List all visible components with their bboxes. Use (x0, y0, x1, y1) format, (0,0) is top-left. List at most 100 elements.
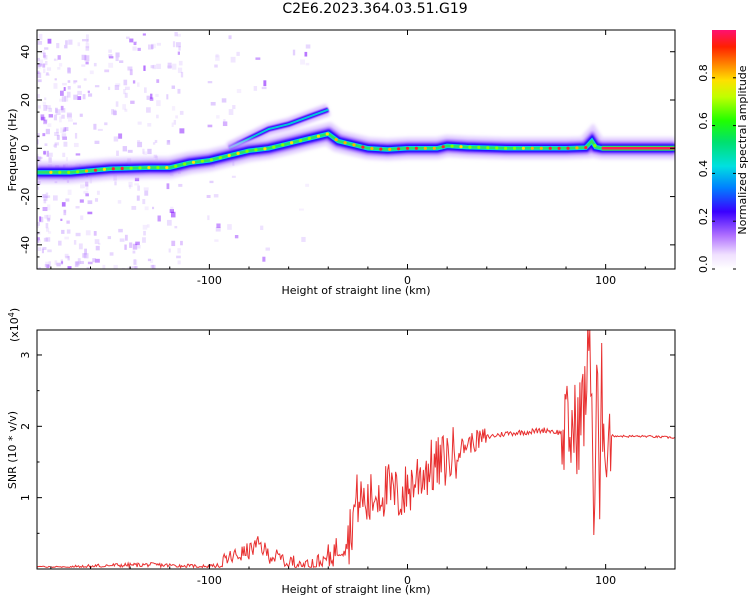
noise-speckle (300, 59, 305, 65)
noise-speckle (151, 264, 156, 269)
noise-speckle (230, 56, 236, 63)
noise-speckle (144, 190, 149, 196)
noise-speckle (173, 119, 177, 125)
noise-speckle (82, 94, 86, 100)
noise-speckle (58, 240, 62, 246)
noise-speckle (134, 177, 140, 182)
noise-speckle (85, 184, 89, 190)
noise-speckle (75, 206, 80, 209)
noise-speckle (72, 122, 77, 125)
noise-speckle (85, 43, 90, 49)
snr-x-axis-label: Height of straight line (km) (281, 583, 430, 596)
noise-speckle (75, 153, 81, 156)
noise-speckle (44, 97, 47, 101)
noise-speckle (38, 156, 42, 162)
noise-speckle (132, 80, 136, 84)
noise-speckle (48, 114, 53, 118)
noise-speckle (113, 110, 117, 116)
noise-speckle (84, 248, 87, 255)
ridge-peak-dot (414, 146, 418, 150)
noise-speckle (129, 184, 132, 189)
noise-speckle (48, 152, 53, 157)
ridge-peak-dot (236, 151, 240, 155)
noise-speckle (73, 94, 78, 100)
noise-speckle (56, 43, 60, 49)
noise-speckle (94, 239, 100, 244)
noise-speckle (150, 259, 154, 264)
noise-speckle (209, 180, 214, 184)
noise-speckle (44, 264, 50, 268)
noise-speckle (53, 58, 58, 62)
noise-speckle (93, 231, 97, 236)
ridge-peak-dot (352, 143, 356, 147)
noise-speckle (166, 94, 169, 100)
ridge-peak-dot (486, 146, 490, 150)
noise-speckle (150, 93, 153, 99)
noise-speckle (77, 42, 81, 47)
noise-speckle (74, 261, 79, 268)
noise-speckle (86, 267, 90, 269)
noise-speckle (143, 230, 146, 236)
noise-speckle (54, 142, 59, 146)
noise-speckle (143, 65, 146, 71)
ridge-peak-dot (307, 136, 311, 140)
ridge-peak-dot (67, 170, 71, 174)
ridge-peak-dot (468, 145, 472, 149)
colorbar-tick-label: 0.6 (697, 112, 710, 130)
noise-speckle (148, 44, 153, 50)
noise-speckle (85, 46, 90, 51)
noise-speckle (45, 61, 48, 66)
noise-speckle (43, 68, 46, 74)
noise-speckle (115, 52, 120, 58)
noise-speckle (142, 148, 145, 154)
ridge-peak-dot (584, 146, 588, 150)
noise-speckle (133, 259, 138, 266)
noise-speckle (214, 239, 219, 242)
spectrogram-y-tick-label: 40 (19, 45, 32, 59)
noise-speckle (37, 239, 40, 243)
noise-speckle (177, 51, 180, 55)
noise-speckle (58, 63, 63, 67)
ridge-peak-dot (370, 146, 374, 151)
noise-speckle (137, 140, 141, 143)
noise-speckle (156, 79, 160, 83)
noise-speckle (37, 63, 42, 67)
noise-speckle (59, 116, 62, 123)
spectrogram-panel: -100 0 100 -40 -20 0 20 40 Height of straight l… (6, 29, 676, 297)
noise-speckle (39, 59, 44, 64)
noise-speckle (61, 202, 66, 207)
ridge-peak-dot (84, 169, 89, 173)
noise-speckle (124, 92, 128, 98)
chart-title: C2E6.2023.364.03.51.G19 (282, 1, 468, 17)
noise-speckle (124, 234, 128, 241)
noise-speckle (117, 200, 122, 204)
snr-scale-exponent: 4 (7, 312, 16, 317)
noise-speckle (228, 109, 234, 115)
noise-speckle (123, 79, 128, 86)
noise-speckle (37, 225, 40, 229)
noise-speckle (176, 255, 181, 259)
spectrogram-x-axis-label: Height of straight line (km) (281, 284, 430, 297)
noise-speckle (79, 113, 83, 117)
ridge-peak-dot (423, 146, 427, 150)
noise-speckle (38, 156, 43, 159)
noise-speckle (114, 84, 120, 90)
noise-speckle (48, 107, 53, 112)
noise-speckle (48, 157, 52, 163)
noise-speckle (66, 229, 71, 234)
noise-speckle (62, 129, 66, 133)
noise-speckle (236, 89, 242, 94)
noise-speckle (133, 41, 137, 46)
noise-speckle (171, 122, 174, 127)
noise-speckle (57, 67, 61, 70)
noise-speckle (174, 32, 178, 37)
ridge-peak-dot (388, 147, 392, 151)
noise-speckle (126, 36, 130, 39)
noise-speckle (113, 109, 117, 116)
noise-speckle (85, 181, 89, 187)
noise-speckle (45, 237, 51, 242)
noise-speckle (65, 40, 68, 45)
noise-speckle (177, 33, 181, 37)
noise-speckle (47, 38, 52, 44)
noise-speckle (37, 239, 41, 243)
